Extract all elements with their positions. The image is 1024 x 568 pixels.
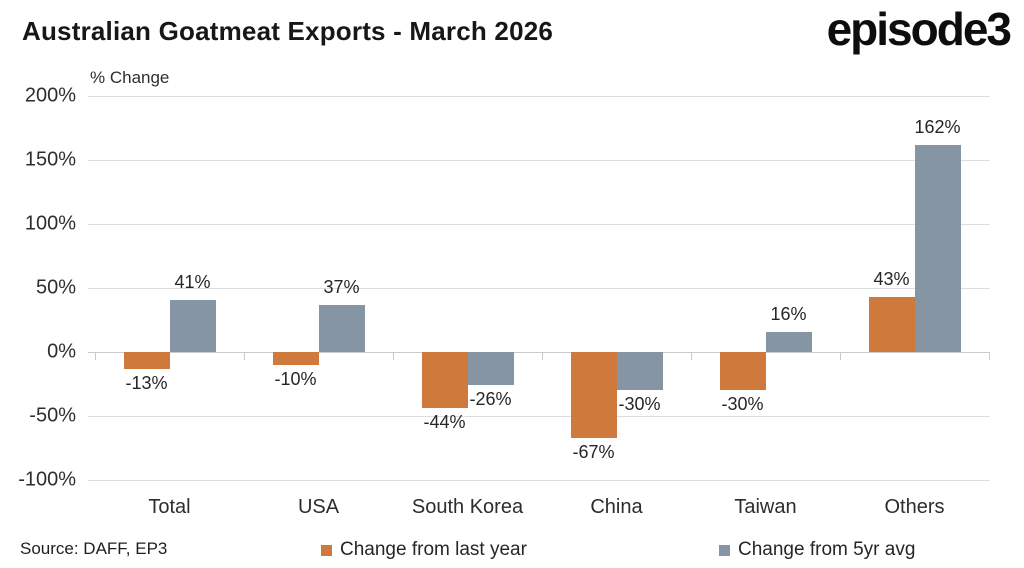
episode3-logo: episode3 [826, 3, 1012, 55]
bar-change-from-5yr-avg-others [914, 144, 961, 352]
value-label-change-from-5yr-avg-south-korea: -26% [469, 389, 512, 410]
x-axis-category-label-others: Others [884, 496, 945, 518]
y-axis-tick-label: 150% [24, 148, 76, 171]
value-label-change-from-last-year-south-korea: -44% [423, 412, 466, 433]
source-note: Source: DAFF, EP3 [20, 539, 168, 558]
legend-swatch-icon [719, 544, 730, 556]
value-label-change-from-last-year-others: 43% [873, 269, 910, 290]
bar-change-from-5yr-avg-taiwan [765, 331, 812, 352]
bar-change-from-5yr-avg-south-korea [467, 352, 514, 386]
bar-change-from-last-year-south-korea [421, 352, 468, 409]
value-label-change-from-5yr-avg-total: 41% [174, 271, 211, 292]
legend-label: Change from 5yr avg [738, 539, 916, 560]
bar-change-from-last-year-taiwan [719, 352, 766, 391]
x-axis-category-label-china: China [590, 496, 643, 518]
y-axis-title: % Change [90, 68, 170, 87]
bar-change-from-5yr-avg-usa [318, 304, 365, 352]
value-label-change-from-5yr-avg-taiwan: 16% [770, 303, 807, 324]
bar-change-from-5yr-avg-total [169, 299, 216, 352]
y-axis-tick-label: -100% [18, 468, 76, 491]
bar-change-from-last-year-others [868, 297, 915, 352]
gridline [88, 416, 990, 417]
x-axis-tick [691, 352, 692, 360]
x-axis-category-label-usa: USA [297, 496, 340, 518]
legend-label: Change from last year [340, 539, 527, 560]
bar-change-from-last-year-usa [272, 352, 319, 365]
value-label-change-from-last-year-total: -13% [125, 372, 168, 393]
gridline [88, 96, 990, 97]
gridline [88, 288, 990, 289]
bar-change-from-last-year-total [123, 352, 170, 369]
x-axis-category-label-south-korea: South Korea [411, 496, 524, 518]
value-label-change-from-5yr-avg-china: -30% [618, 394, 661, 415]
x-axis-tick [95, 352, 96, 360]
y-axis-tick-label: 200% [24, 84, 76, 107]
legend-item-5yr-avg: Change from 5yr avg [719, 539, 915, 561]
bar-change-from-5yr-avg-china [616, 352, 663, 391]
y-axis-tick-label: 100% [24, 212, 76, 235]
legend-swatch-icon [321, 544, 332, 556]
gridline [88, 160, 990, 161]
y-axis-tick-label: 0% [47, 340, 76, 363]
x-axis-tick [244, 352, 245, 360]
x-axis-tick [542, 352, 543, 360]
value-label-change-from-last-year-china: -67% [572, 441, 615, 462]
y-axis-tick-label: -50% [29, 404, 76, 427]
x-axis-tick [989, 352, 990, 360]
x-axis-line [88, 352, 990, 353]
x-axis-category-label-total: Total [148, 496, 191, 518]
x-axis-tick [840, 352, 841, 360]
gridline [88, 224, 990, 225]
x-axis-tick [393, 352, 394, 360]
gridline [88, 480, 990, 481]
value-label-change-from-last-year-taiwan: -30% [721, 394, 764, 415]
plot-area: 200% 150% 100% 50% 0% -50% -100% -13% 41% Total -1… [18, 85, 990, 518]
legend-item-last-year: Change from last year [321, 539, 527, 561]
value-label-change-from-last-year-usa: -10% [274, 368, 317, 389]
x-axis-category-label-taiwan: Taiwan [734, 496, 797, 518]
y-axis-tick-label: 50% [35, 276, 76, 299]
value-label-change-from-5yr-avg-others: 162% [914, 116, 961, 137]
chart-title: Australian Goatmeat Exports - March 2026 [22, 16, 554, 46]
value-label-change-from-5yr-avg-usa: 37% [323, 276, 360, 297]
bar-change-from-last-year-china [570, 352, 617, 438]
